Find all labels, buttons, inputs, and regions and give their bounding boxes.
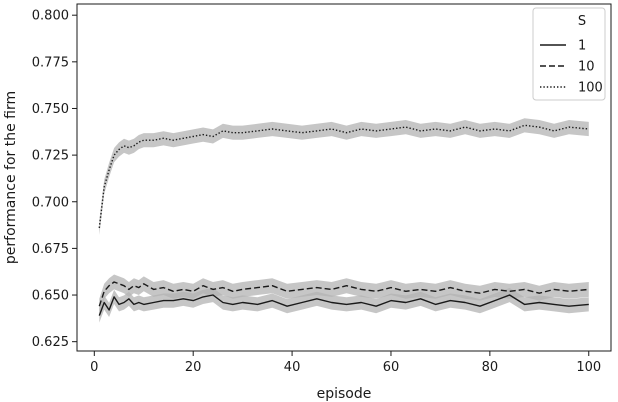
- series-lines: [98, 124, 589, 316]
- legend-items: 1 10 100: [540, 39, 603, 96]
- confidence-band-100: [99, 118, 589, 235]
- legend-label-1: 1: [578, 39, 586, 54]
- y-tick-label: 0.725: [32, 149, 69, 164]
- plot-frame: [76, 3, 612, 352]
- y-tick-label: 0.775: [32, 55, 69, 70]
- x-tick-label: 20: [185, 360, 202, 375]
- y-tick-label: 0.700: [32, 195, 69, 210]
- x-tick-label: 40: [284, 360, 301, 375]
- x-axis: 0 20 40 60 80 100: [90, 351, 601, 375]
- series-line-10: [98, 281, 589, 307]
- confidence-band-10: [99, 274, 589, 314]
- legend-label-10: 10: [578, 60, 595, 75]
- x-tick-label: 0: [90, 360, 98, 375]
- y-tick-label: 0.750: [32, 102, 69, 117]
- y-tick-label: 0.650: [32, 289, 69, 304]
- y-tick-label: 0.625: [32, 335, 69, 350]
- legend-label-100: 100: [578, 81, 603, 96]
- y-axis: 0.625 0.650 0.675 0.700 0.725 0.750 0.775 0.800: [32, 9, 77, 350]
- legend-box: [532, 7, 606, 101]
- series-line-100: [98, 124, 589, 228]
- x-tick-label: 80: [482, 360, 499, 375]
- y-axis-label: performance for the firm: [3, 91, 19, 264]
- legend-title: S: [578, 14, 586, 29]
- series-line-1: [98, 294, 589, 316]
- confidence-bands: [99, 118, 589, 323]
- x-tick-label: 60: [383, 360, 400, 375]
- y-tick-label: 0.800: [32, 9, 69, 24]
- x-tick-label: 100: [576, 360, 601, 375]
- x-axis-label: episode: [317, 386, 372, 402]
- y-tick-label: 0.675: [32, 242, 69, 257]
- legend: S 1 10 100: [532, 7, 606, 101]
